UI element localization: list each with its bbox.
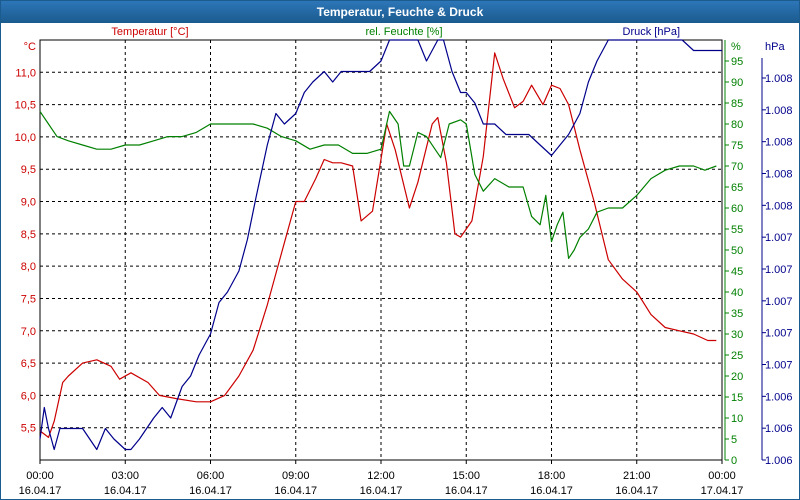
x-tick-date-label: 16.04.17 xyxy=(274,485,317,497)
humidity-unit-label: % xyxy=(731,41,741,53)
humidity-tick-label: 65 xyxy=(731,182,743,194)
grid-lines xyxy=(40,40,722,460)
pressure-tick-label: 1.008 xyxy=(765,105,793,117)
x-tick-time-label: 00:00 xyxy=(708,470,736,482)
pressure-tick-label: 1.008 xyxy=(765,200,793,212)
x-tick-time-label: 00:00 xyxy=(26,470,54,482)
temp-tick-label: 7,5 xyxy=(21,293,36,305)
pressure-tick-label: 1.007 xyxy=(765,264,793,276)
temp-tick-label: 6,0 xyxy=(21,390,36,402)
x-tick-date-label: 16.04.17 xyxy=(445,485,488,497)
humidity-tick-label: 95 xyxy=(731,56,743,68)
x-tick-time-label: 12:00 xyxy=(367,470,395,482)
x-tick-time-label: 06:00 xyxy=(197,470,225,482)
pressure-tick-label: 1.008 xyxy=(765,73,793,85)
pressure-tick-label: 1.008 xyxy=(765,169,793,181)
humidity-axis-title: rel. Feuchte [%] xyxy=(365,26,442,38)
pressure-tick-label: 1.007 xyxy=(765,360,793,372)
temp-unit-label: °C xyxy=(24,41,36,53)
temp-tick-label: 7,0 xyxy=(21,326,36,338)
x-tick-date-label: 16.04.17 xyxy=(189,485,232,497)
temp-axis-title: Temperatur [°C] xyxy=(111,26,188,38)
pressure-tick-label: 1.006 xyxy=(765,391,793,403)
temp-tick-label: 11,0 xyxy=(15,67,36,79)
pressure-tick-label: 1.007 xyxy=(765,328,793,340)
humidity-tick-label: 50 xyxy=(731,245,743,257)
x-tick-time-label: 15:00 xyxy=(452,470,480,482)
humidity-tick-label: 20 xyxy=(731,371,743,383)
pressure-series-line xyxy=(39,39,722,451)
x-tick-date-label: 16.04.17 xyxy=(615,485,658,497)
humidity-tick-label: 55 xyxy=(731,224,743,236)
axes-group: 5,5 6,0 6,5 7,0 7,5 8,0 8,5 9,0 9,5 10,0 10,5 11,0 °… xyxy=(15,26,793,497)
humidity-tick-label: 45 xyxy=(731,266,743,278)
humidity-tick-label: 90 xyxy=(731,77,743,89)
humidity-tick-label: 35 xyxy=(731,308,743,320)
temp-tick-label: 5,5 xyxy=(21,423,36,435)
humidity-tick-label: 25 xyxy=(731,350,743,362)
x-tick-time-label: 21:00 xyxy=(623,470,651,482)
pressure-tick-label: 1.006 xyxy=(765,423,793,435)
series-group xyxy=(39,39,722,451)
humidity-tick-label: 70 xyxy=(731,161,743,173)
x-tick-date-label: 16.04.17 xyxy=(19,485,62,497)
x-tick-date-label: 16.04.17 xyxy=(104,485,147,497)
pressure-tick-label: 1.008 xyxy=(765,137,793,149)
x-tick-date-label: 16.04.17 xyxy=(360,485,403,497)
temp-tick-label: 8,0 xyxy=(21,261,36,273)
temp-tick-label: 8,5 xyxy=(21,229,36,241)
humidity-tick-label: 80 xyxy=(731,119,743,131)
humidity-series-line xyxy=(39,110,717,259)
humidity-tick-label: 15 xyxy=(731,392,743,404)
x-tick-time-label: 09:00 xyxy=(282,470,310,482)
x-tick-date-label: 17.04.17 xyxy=(701,485,744,497)
temp-tick-label: 6,5 xyxy=(21,358,36,370)
humidity-tick-label: 10 xyxy=(731,413,743,425)
humidity-tick-label: 85 xyxy=(731,98,743,110)
humidity-tick-label: 40 xyxy=(731,287,743,299)
humidity-tick-label: 0 xyxy=(731,455,737,467)
pressure-tick-label: 1.007 xyxy=(765,232,793,244)
temp-tick-label: 10,5 xyxy=(15,100,36,112)
humidity-tick-label: 75 xyxy=(731,140,743,152)
pressure-axis-title: Druck [hPa] xyxy=(623,26,680,38)
temp-tick-label: 9,5 xyxy=(21,164,36,176)
humidity-tick-label: 5 xyxy=(731,434,737,446)
x-tick-time-label: 18:00 xyxy=(538,470,566,482)
pressure-tick-label: 1.007 xyxy=(765,296,793,308)
window-title: Temperatur, Feuchte & Druck xyxy=(1,1,799,23)
temp-tick-label: 10,0 xyxy=(15,132,36,144)
temp-tick-label: 9,0 xyxy=(21,197,36,209)
humidity-tick-label: 60 xyxy=(731,203,743,215)
temp-series-line xyxy=(39,52,717,438)
x-tick-time-label: 03:00 xyxy=(111,470,139,482)
humidity-tick-label: 30 xyxy=(731,329,743,341)
pressure-tick-label: 1.006 xyxy=(765,455,793,467)
pressure-unit-label: hPa xyxy=(765,41,785,53)
x-tick-date-label: 16.04.17 xyxy=(530,485,573,497)
